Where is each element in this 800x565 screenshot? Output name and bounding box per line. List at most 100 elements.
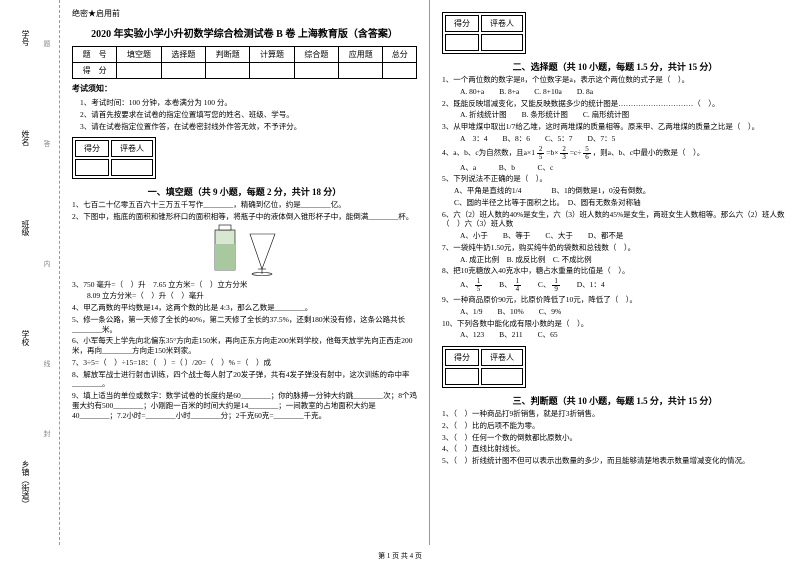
th-judge: 判断题 <box>206 47 250 63</box>
notice-3: 3、请在试卷指定位置作答，在试卷密封线外作答无效，不予评分。 <box>80 121 417 132</box>
sb2-v2[interactable] <box>481 34 523 51</box>
r6: 6、六（2）班人数的40%是女生，六（3）班人数的45%是女生，两班女生人数相等… <box>442 210 788 230</box>
r8a: A、 <box>460 280 473 289</box>
secret-label: 绝密★启用前 <box>72 8 417 19</box>
q1: 1、七百二十亿零五百六十三万五千写作________，精确到亿位，约是_____… <box>72 200 417 210</box>
j5: 5、（ ）折线统计图不但可以表示出数量的多少，而且能够清楚地表示数量增减变化的情… <box>442 456 788 466</box>
r8c: C、 <box>523 280 551 289</box>
td-s5[interactable] <box>294 63 338 79</box>
td-s6[interactable] <box>339 63 383 79</box>
r7: 7、一袋纯牛奶1.50元，购买纯牛奶的袋数和总钱数（ ）。 <box>442 243 788 253</box>
td-s1[interactable] <box>117 63 161 79</box>
margin-dash-5: 封 <box>42 430 52 437</box>
margin-dash-1: 题 <box>42 40 52 47</box>
page-footer: 第 1 页 共 4 页 <box>0 551 800 561</box>
section2-scorebox: 得分评卷人 <box>442 12 526 54</box>
sb3-v2[interactable] <box>481 368 523 385</box>
td-s3[interactable] <box>206 63 250 79</box>
q9: 9、填上适当的单位或数字：数学试卷的长度约是60________；你的脉搏一分钟… <box>72 391 417 420</box>
score-summary-table: 题 号 填空题 选择题 判断题 计算题 综合题 应用题 总分 得 分 <box>72 46 417 79</box>
r8: 8、把10克糖放入40克水中，糖占水重量的比值是（ ）。 <box>442 266 788 276</box>
r4-mid: =b× <box>546 148 558 157</box>
frac-25: 25 <box>537 146 545 161</box>
sb3-c1: 得分 <box>445 349 479 366</box>
notice-1: 1、考试时间：100 分钟，本卷满分为 100 分。 <box>80 97 417 108</box>
r4: 4、a、b、c为自然数，且a×1 25 =b× 23 =c÷ 56 ，则a、b、… <box>442 146 788 161</box>
r6-opts: A、小于 B、等于 C、大于 D、都不是 <box>442 231 788 241</box>
frac-56: 56 <box>583 146 591 161</box>
r4-post: ，则a、b、c中最小的数是（ ）。 <box>593 148 705 157</box>
r5-b: C、圆的半径之比等于面积之比。 D、圆有无数条对称轴 <box>442 198 788 208</box>
th-total: 总分 <box>383 47 417 63</box>
left-column: 绝密★启用前 2020 年实验小学小升初数学综合检测试卷 B 卷 上海教育版（含… <box>60 0 430 545</box>
q3a: 3、750 毫升=（ ）升 7.65 立方米=（ ）立方分米 <box>72 280 417 290</box>
section1-scorebox: 得分评卷人 <box>72 137 156 179</box>
margin-dash-2: 答 <box>42 140 52 147</box>
td-s7[interactable] <box>383 63 417 79</box>
r9: 9、一种商品原价90元，比原价降低了10元，降低了（ ）。 <box>442 295 788 305</box>
sb2-c1: 得分 <box>445 15 479 32</box>
r8-opts: A、 15 B、 14 C、 19 D、1：4 <box>442 278 788 293</box>
th-fill: 填空题 <box>117 47 161 63</box>
r1: 1、一个两位数的数字是8，个位数字是a，表示这个两位数的式子是（ ）。 <box>442 75 788 85</box>
q7: 7、3÷5=（ ）÷15=18：（ ）=（ ）/20=（ ）% =（ ）成 <box>72 358 417 368</box>
frac-19: 19 <box>552 278 560 293</box>
r3-opts: A 3：4 B、8：6 C、5：7 D、7：5 <box>442 134 788 144</box>
notice-2: 2、请首先按要求在试卷的指定位置填写您的姓名、班级、学号。 <box>80 109 417 120</box>
q8: 8、解放军战士进行射击训练，四个战士每人射了20发子弹，共有4发子弹没有射中，这… <box>72 370 417 390</box>
r10: 10、下列各数中能化成有限小数的是（ ）。 <box>442 319 788 329</box>
sb1-c2: 评卷人 <box>111 140 153 157</box>
sb1-v1[interactable] <box>75 159 109 176</box>
j1: 1、（ ）一种商品打9折销售，就是打3折销售。 <box>442 409 788 419</box>
r10-opts: A、123 B、211 C、65 <box>442 330 788 340</box>
sb3-v1[interactable] <box>445 368 479 385</box>
r7-opts: A. 成正比例 B. 成反比例 C. 不成比例 <box>442 255 788 265</box>
r5-a: A、平角是直线的1/4 B、1的倒数是1，0没有倒数。 <box>442 186 788 196</box>
th-app: 应用题 <box>339 47 383 63</box>
r3: 3、从甲堆煤中取出1/7给乙堆，这时两堆煤的质量相等。原来甲、乙两堆煤的质量之比… <box>442 122 788 132</box>
td-score-label: 得 分 <box>73 63 117 79</box>
q6: 6、小军每天上学先向北偏东35°方向走150米，再向正东方向走200米到学校，他… <box>72 336 417 356</box>
th-choice: 选择题 <box>161 47 205 63</box>
q5: 5、修一条公路，第一天修了全长的40%，第二天修了全长的37.5%，还剩180米… <box>72 315 417 335</box>
margin-label-school: 学校 <box>20 330 31 346</box>
r8d: D、1：4 <box>562 280 605 289</box>
margin-label-id: 学号 <box>20 30 31 46</box>
j3: 3、（ ）任何一个数的倒数都比原数小。 <box>442 433 788 443</box>
sb1-v2[interactable] <box>111 159 153 176</box>
section1-title: 一、填空题（共 9 小题，每题 2 分，共计 18 分） <box>72 185 417 198</box>
section2-title: 二、选择题（共 10 小题，每题 1.5 分，共计 15 分） <box>442 60 788 73</box>
sb2-c2: 评卷人 <box>481 15 523 32</box>
section3-title: 三、判断题（共 10 小题，每题 1.5 分，共计 15 分） <box>442 394 788 407</box>
r4-mid2: =c÷ <box>570 148 582 157</box>
r5: 5、下列说法不正确的是（ ）。 <box>442 174 788 184</box>
section3-scorebox: 得分评卷人 <box>442 346 526 388</box>
q3b: 8.09 立方分米=（ ）升（ ）毫升 <box>72 291 417 301</box>
q4: 4、甲乙两数的平均数是14，这两个数的比是 4:3，那么乙数是________。 <box>72 303 417 313</box>
frac-14: 14 <box>514 278 522 293</box>
td-s2[interactable] <box>161 63 205 79</box>
r2-opts: A. 折线统计图 B. 条形统计图 C. 扇形统计图 <box>442 110 788 120</box>
th-num: 题 号 <box>73 47 117 63</box>
r8b: B、 <box>484 280 512 289</box>
right-column: 得分评卷人 二、选择题（共 10 小题，每题 1.5 分，共计 15 分） 1、… <box>430 0 800 545</box>
r9-opts: A、1/9 B、10% C、9% <box>442 307 788 317</box>
j4: 4、（ ）直线比射线长。 <box>442 444 788 454</box>
margin-label-class: 班级 <box>20 220 31 236</box>
frac-15: 15 <box>475 278 483 293</box>
j2: 2、（ ）比的后项不能为零。 <box>442 421 788 431</box>
th-comp: 综合题 <box>294 47 338 63</box>
th-calc: 计算题 <box>250 47 294 63</box>
q2: 2、下图中，瓶底的面积和锥形杯口的面积相等，将瓶子中的液体倒入锥形杯子中，能倒满… <box>72 212 417 222</box>
margin-label-town: 乡镇（街道） <box>20 460 31 508</box>
sb2-v1[interactable] <box>445 34 479 51</box>
binding-margin: 学号 题 姓名 答 班级 内 学校 线 封 乡镇（街道） <box>0 0 60 545</box>
notice-head: 考试须知： <box>72 83 417 94</box>
bottle-figure <box>72 224 417 278</box>
r4-opts: A、a B、b C、c <box>442 163 788 173</box>
td-s4[interactable] <box>250 63 294 79</box>
content-area: 绝密★启用前 2020 年实验小学小升初数学综合检测试卷 B 卷 上海教育版（含… <box>60 0 800 545</box>
r2: 2、既能反映增减变化，又能反映数据多少的统计图是…………………………（ ）。 <box>442 99 788 109</box>
margin-label-name: 姓名 <box>20 130 31 146</box>
r1-opts: A. 80+a B. 8+a C. 8+10a D. 8a <box>442 87 788 97</box>
